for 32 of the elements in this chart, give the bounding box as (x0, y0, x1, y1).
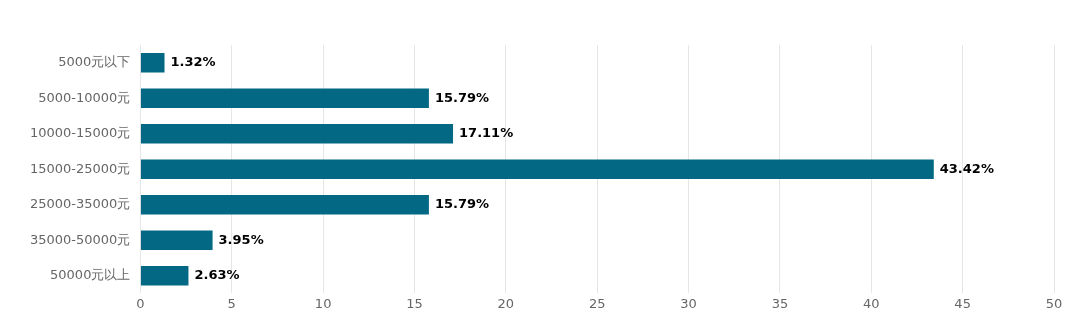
data-label: 15.79% (434, 196, 490, 212)
bar (140, 230, 213, 250)
bar (140, 265, 189, 286)
data-label: 15.79% (434, 89, 490, 105)
y-tick-label: 35000-50000元 (29, 231, 131, 247)
x-tick-label: 35 (771, 295, 789, 311)
y-tick-label: 5000元以下 (58, 54, 131, 70)
x-tick-label: 50 (1045, 295, 1063, 311)
x-tick-label: 10 (314, 295, 332, 311)
y-tick-label: 25000-35000元 (29, 196, 131, 212)
x-tick-label: 45 (954, 295, 971, 311)
bar (140, 159, 934, 179)
data-label: 43.42% (939, 160, 994, 176)
y-tick-label: 5000-10000元 (38, 89, 131, 105)
bar (140, 194, 429, 215)
bar (140, 123, 454, 144)
data-label: 3.95% (218, 231, 264, 247)
x-tick-label: 25 (588, 295, 606, 311)
y-tick-label: 15000-25000元 (29, 160, 131, 176)
x-tick-label: 20 (497, 295, 515, 311)
y-tick-label: 50000元以上 (50, 267, 131, 283)
x-tick-label: 40 (863, 295, 880, 311)
bar (140, 52, 165, 73)
data-label: 1.32% (170, 54, 216, 70)
x-tick-label: 0 (136, 295, 145, 311)
bar (140, 88, 429, 108)
x-tick-label: 30 (680, 295, 697, 311)
x-tick-label: 15 (406, 295, 423, 311)
data-label: 17.11% (459, 125, 514, 141)
data-label: 2.63% (194, 267, 240, 283)
x-tick-label: 5 (227, 295, 236, 311)
y-tick-label: 10000-15000元 (29, 125, 131, 141)
